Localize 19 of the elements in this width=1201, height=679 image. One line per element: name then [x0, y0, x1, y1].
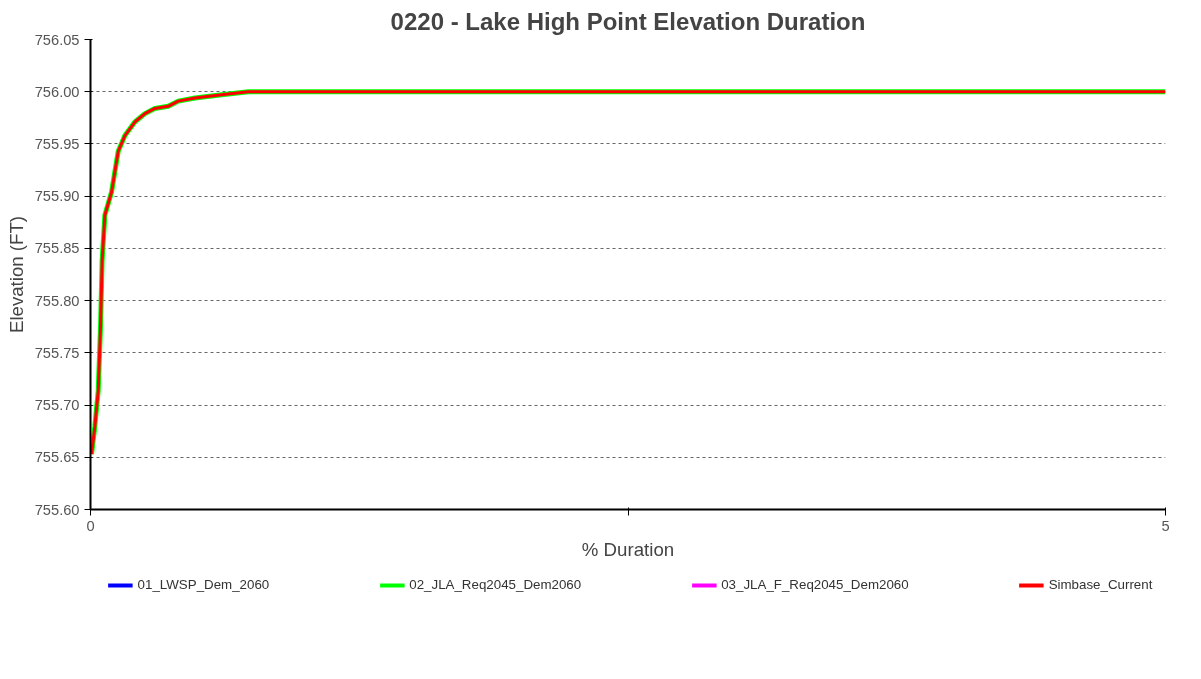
x-axis-title: % Duration [581, 538, 675, 560]
y-axis-title: Elevation (FT) [5, 215, 27, 334]
legend-label: Simbase_Current [1048, 577, 1153, 592]
y-tick-label: 755.85 [34, 240, 80, 257]
chart-title: 0220 - Lake High Point Elevation Duration [390, 7, 866, 35]
y-tick-label: 755.95 [34, 135, 80, 152]
x-tick-label: 0 [86, 517, 95, 534]
y-tick-label: 755.65 [34, 449, 80, 466]
y-tick-label: 756.00 [34, 83, 80, 100]
legend-label: 01_LWSP_Dem_2060 [137, 577, 270, 592]
y-tick-label: 755.75 [34, 344, 80, 361]
x-tick-label: 5 [1161, 517, 1170, 534]
y-tick-label: 756.05 [34, 31, 80, 48]
legend-label: 03_JLA_F_Req2045_Dem2060 [721, 577, 909, 592]
y-tick-label: 755.80 [34, 292, 80, 309]
legend-label: 02_JLA_Req2045_Dem2060 [409, 577, 582, 592]
y-tick-label: 755.60 [34, 501, 80, 518]
y-tick-label: 755.70 [34, 397, 80, 414]
y-tick-label: 755.90 [34, 188, 80, 205]
